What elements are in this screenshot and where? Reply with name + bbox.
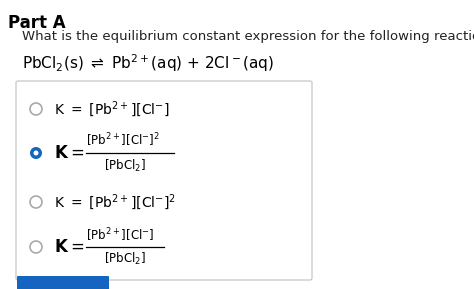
Text: [Pb$^{2+}$][Cl$^{-}$]$^2$: [Pb$^{2+}$][Cl$^{-}$]$^2$ (86, 131, 160, 149)
FancyBboxPatch shape (16, 81, 312, 280)
FancyBboxPatch shape (17, 276, 109, 289)
Text: [Pb$^{2+}$][Cl$^{-}$]: [Pb$^{2+}$][Cl$^{-}$] (86, 226, 155, 244)
Text: $\mathbf{K} =$: $\mathbf{K} =$ (54, 144, 84, 162)
Text: K $=$ [Pb$^{2+}$][Cl$^{-}$]$^2$: K $=$ [Pb$^{2+}$][Cl$^{-}$]$^2$ (54, 192, 176, 212)
Circle shape (30, 147, 42, 159)
Text: [PbCl$_2$]: [PbCl$_2$] (104, 158, 146, 174)
Text: K $=$ [Pb$^{2+}$][Cl$^{-}$]: K $=$ [Pb$^{2+}$][Cl$^{-}$] (54, 99, 170, 119)
Text: [PbCl$_2$]: [PbCl$_2$] (104, 251, 146, 267)
Circle shape (34, 151, 38, 155)
Text: Part A: Part A (8, 14, 65, 32)
Text: PbCl$_2$(s) $\rightleftharpoons$ Pb$^{2+}$(aq) + 2Cl$^-$(aq): PbCl$_2$(s) $\rightleftharpoons$ Pb$^{2+… (22, 52, 274, 74)
Text: What is the equilibrium constant expression for the following reaction?: What is the equilibrium constant express… (22, 30, 474, 43)
Text: $\mathbf{K} =$: $\mathbf{K} =$ (54, 238, 84, 256)
